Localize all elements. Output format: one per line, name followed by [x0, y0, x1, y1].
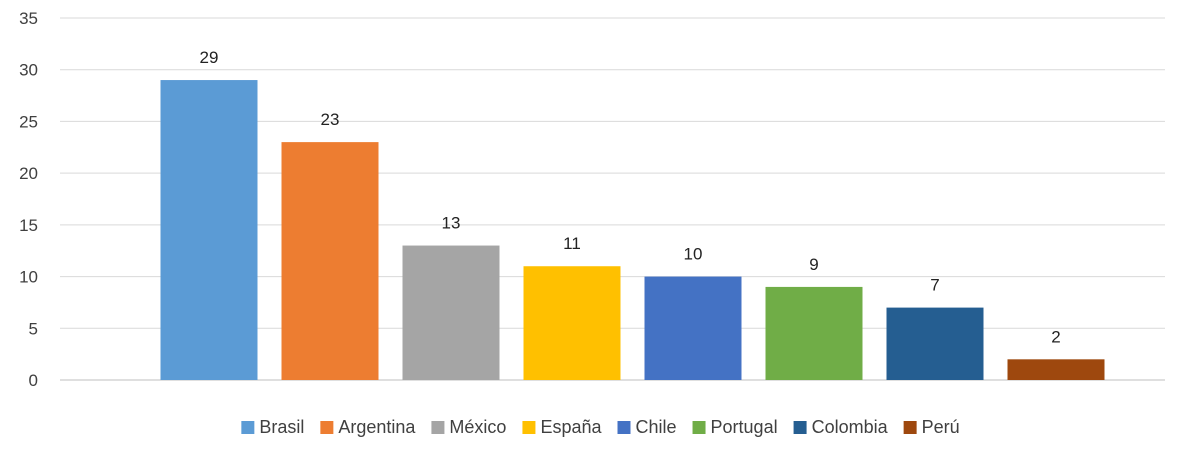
legend-item: Colombia [793, 417, 889, 437]
data-label: 13 [442, 214, 461, 233]
y-tick-label: 20 [19, 164, 38, 183]
y-tick-label: 0 [29, 371, 38, 390]
y-tick-label: 5 [29, 319, 38, 338]
legend-swatch [320, 421, 334, 434]
legend-label: Chile [636, 417, 677, 437]
data-label: 9 [809, 255, 818, 274]
data-label: 23 [321, 110, 340, 129]
data-label: 29 [200, 48, 219, 67]
bar-argentina [281, 142, 379, 380]
bar-chile [644, 276, 742, 380]
legend-label: Perú [922, 417, 960, 437]
legend-item: Perú [903, 417, 960, 437]
legend-item: México [431, 417, 506, 437]
legend-swatch [431, 421, 445, 434]
y-tick-label: 15 [19, 216, 38, 235]
legend-swatch [522, 421, 536, 434]
legend: Brasil Argentina México España Chile Portugal… [241, 417, 960, 437]
data-labels: 29 23 13 11 10 9 7 2 [200, 48, 1061, 346]
data-label: 7 [930, 276, 939, 295]
data-label: 10 [684, 245, 703, 264]
data-label: 2 [1051, 327, 1060, 346]
bar-colombia [886, 307, 984, 380]
legend-item: Chile [617, 417, 677, 437]
legend-item: Argentina [320, 417, 416, 437]
legend-label: México [449, 417, 506, 437]
legend-label: Argentina [338, 417, 416, 437]
y-axis-ticks: 0 5 10 15 20 25 30 35 [19, 9, 38, 390]
legend-item: Portugal [692, 417, 778, 437]
legend-swatch [241, 421, 255, 434]
bar-brasil [160, 80, 258, 381]
legend-label: España [540, 417, 602, 437]
bar-mexico [402, 245, 500, 380]
y-tick-label: 35 [19, 9, 38, 28]
legend-swatch [793, 421, 807, 434]
legend-label: Brasil [259, 417, 304, 437]
data-label: 11 [563, 234, 581, 253]
y-tick-label: 30 [19, 61, 38, 80]
bars [160, 80, 1105, 381]
legend-label: Colombia [812, 417, 889, 437]
legend-item: España [522, 417, 602, 437]
legend-swatch [617, 421, 631, 434]
y-tick-label: 25 [19, 112, 38, 131]
legend-swatch [692, 421, 706, 434]
y-tick-label: 10 [19, 268, 38, 287]
legend-item: Brasil [241, 417, 304, 437]
bar-portugal [765, 286, 863, 380]
bar-peru [1007, 359, 1105, 380]
bar-espana [523, 266, 621, 380]
legend-label: Portugal [711, 417, 778, 437]
legend-swatch [903, 421, 917, 434]
